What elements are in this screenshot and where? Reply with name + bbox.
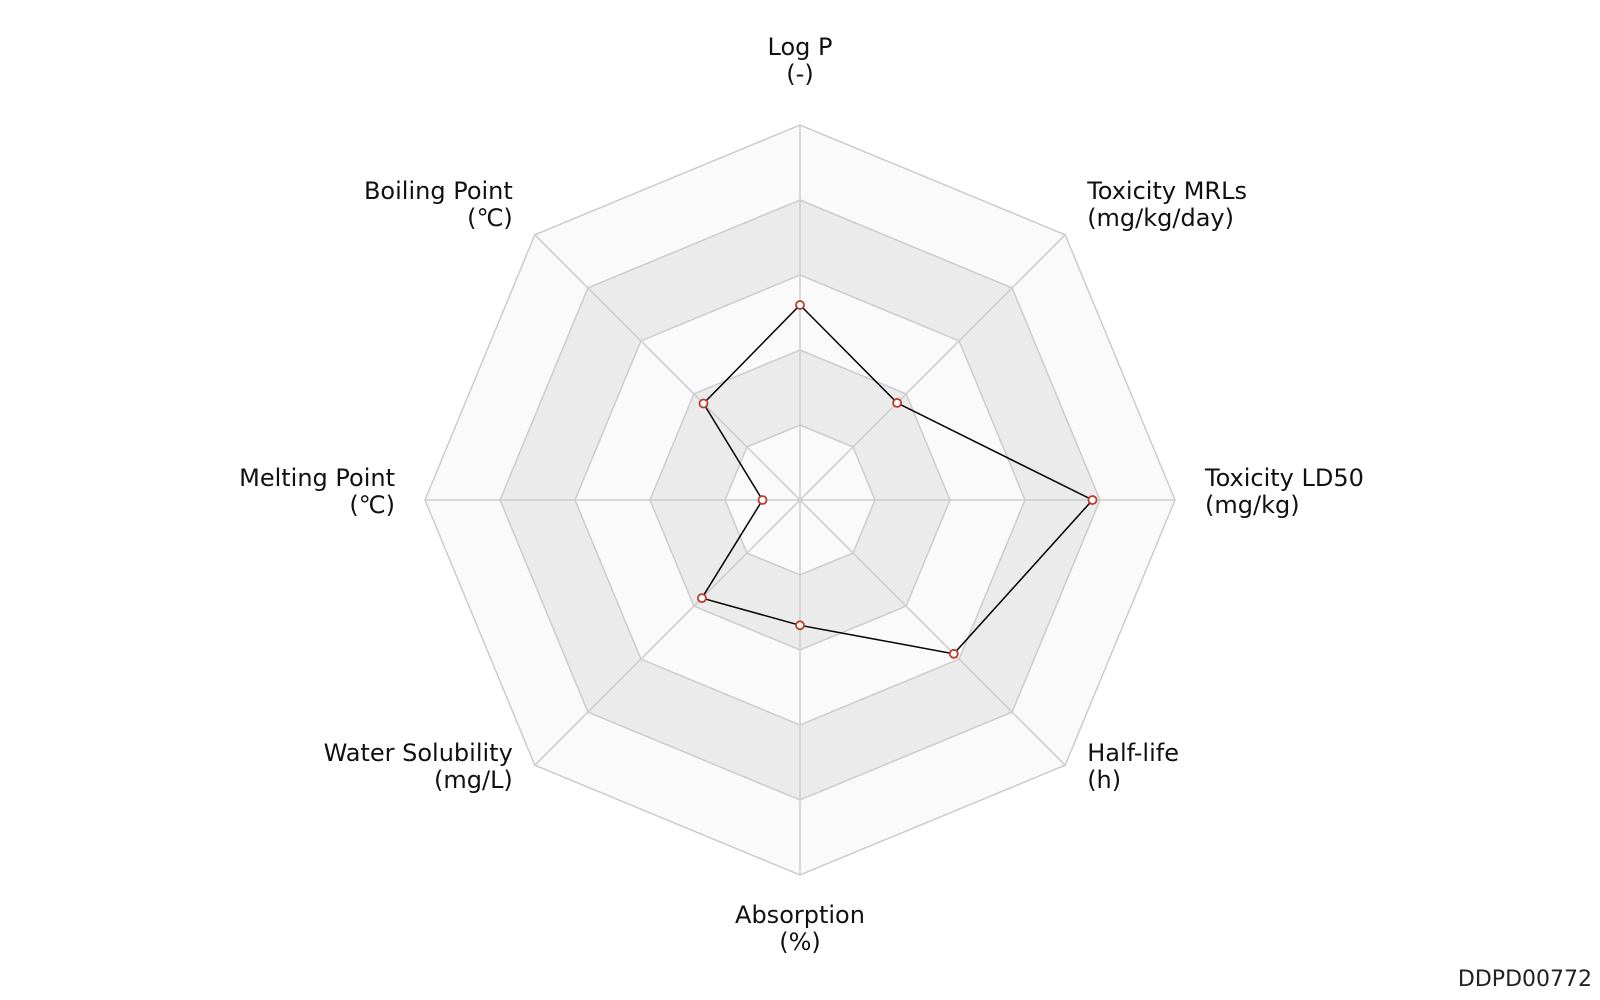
data-point-toxicity-ld50 bbox=[1087, 495, 1098, 505]
axis-label-boiling-point: Boiling Point bbox=[364, 177, 513, 205]
axis-unit-log-p: (-) bbox=[786, 60, 813, 88]
axis-label-toxicity-ld50: Toxicity LD50 bbox=[1204, 464, 1364, 492]
data-point-melting-point bbox=[757, 495, 768, 505]
axis-labels: Log P(-) Toxicity MRLs(mg/kg/day) Toxicity… bbox=[239, 33, 1364, 956]
data-point-half-life bbox=[948, 648, 959, 659]
data-point-toxicity-mrls bbox=[892, 397, 902, 408]
axis-spokes bbox=[425, 125, 1175, 875]
axis-unit-half-life: (h) bbox=[1087, 766, 1121, 794]
axis-label-log-p: Log P bbox=[768, 33, 833, 61]
data-point-boiling-point bbox=[698, 398, 709, 409]
data-point-water-solubility bbox=[697, 593, 707, 603]
axis-label-water-solubility: Water Solubility bbox=[324, 739, 513, 767]
axis-unit-melting-point: (℃) bbox=[349, 491, 395, 519]
series-layer bbox=[697, 300, 1098, 659]
axis-label-melting-point: Melting Point bbox=[239, 464, 395, 492]
data-point-absorption bbox=[795, 620, 805, 631]
axis-label-half-life: Half-life bbox=[1087, 739, 1179, 767]
dataset-id: DDPD00772 bbox=[1457, 967, 1592, 992]
axis-unit-toxicity-ld50: (mg/kg) bbox=[1205, 491, 1300, 519]
axis-spoke bbox=[534, 499, 801, 766]
axis-unit-boiling-point: (℃) bbox=[467, 204, 513, 232]
axis-spoke bbox=[799, 234, 1066, 501]
axis-spoke bbox=[534, 234, 801, 501]
axis-label-toxicity-mrls: Toxicity MRLs bbox=[1086, 177, 1247, 205]
axis-label-absorption: Absorption bbox=[735, 901, 865, 929]
axis-unit-toxicity-mrls: (mg/kg/day) bbox=[1087, 204, 1234, 232]
axis-unit-water-solubility: (mg/L) bbox=[434, 766, 513, 794]
axis-unit-absorption: (%) bbox=[779, 928, 821, 956]
axis-spoke bbox=[799, 499, 1066, 766]
data-point-log-p bbox=[795, 300, 805, 310]
